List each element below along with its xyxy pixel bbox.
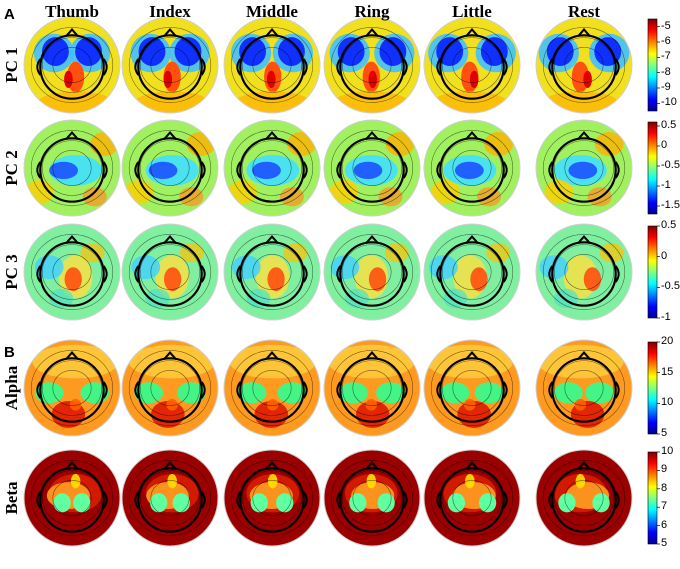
colorbar-tick: -0.5 xyxy=(661,280,680,293)
colorbar-tick: -5 xyxy=(661,19,671,32)
colorbar-tick: 10 xyxy=(661,396,674,409)
row-label-pc1: PC 1 xyxy=(2,47,21,83)
topomap-beta-thumb xyxy=(23,449,121,547)
topomap-pc2-little xyxy=(423,119,521,217)
topomap-pc2-middle xyxy=(223,119,321,217)
topomap-pc2-rest xyxy=(535,119,633,217)
topomap-beta-little xyxy=(423,449,521,547)
topomap-pc2-ring xyxy=(323,119,421,217)
topomap-pc1-rest xyxy=(535,16,633,114)
topomap-pc1-ring xyxy=(323,16,421,114)
colorbar-tick: 20 xyxy=(661,335,674,347)
topomap-beta-middle xyxy=(223,449,321,547)
topomap-pc3-little xyxy=(423,223,521,321)
colorbar-tick: -7 xyxy=(661,50,671,63)
colorbar-tick: 5 xyxy=(661,427,668,439)
colorbar-tick: 6 xyxy=(661,518,668,531)
colorbar-tick: -8 xyxy=(661,65,671,78)
colorbar-tick: 5 xyxy=(661,537,668,549)
colorbar-tick: 0.5 xyxy=(661,219,677,231)
topomap-pc2-index xyxy=(121,119,219,217)
topomap-pc3-ring xyxy=(323,223,421,321)
colorbar-tick: 10 xyxy=(661,445,674,457)
topomap-pc2-thumb xyxy=(23,119,121,217)
topomap-beta-rest xyxy=(535,449,633,547)
colorbar-tick: 9 xyxy=(661,463,668,476)
row-label-beta: Beta xyxy=(2,481,21,515)
colorbar-tick: -1 xyxy=(661,311,671,323)
topomap-pc1-middle xyxy=(223,16,321,114)
panel-letter-b: B xyxy=(4,344,15,361)
column-title-little: Little xyxy=(452,2,492,21)
colorbar-pc2 xyxy=(647,121,660,215)
topomap-pc3-middle xyxy=(223,223,321,321)
column-title-thumb: Thumb xyxy=(45,2,99,21)
colorbar-beta xyxy=(647,451,660,545)
colorbar-pc3 xyxy=(647,225,660,319)
colorbar-tick: -6 xyxy=(661,35,671,47)
row-label-pc2: PC 2 xyxy=(2,150,21,186)
topomap-alpha-index xyxy=(121,339,219,437)
colorbar-pc1 xyxy=(647,18,660,112)
topomap-beta-ring xyxy=(323,449,421,547)
colorbar-tick: 7 xyxy=(661,500,668,513)
column-title-index: Index xyxy=(149,2,191,21)
topomap-pc3-index xyxy=(121,223,219,321)
row-label-pc3: PC 3 xyxy=(2,254,21,290)
topomap-alpha-middle xyxy=(223,339,321,437)
colorbar-tick: -1 xyxy=(661,179,671,191)
topomap-pc3-thumb xyxy=(23,223,121,321)
colorbar-tick: 8 xyxy=(661,481,668,494)
row-label-alpha: Alpha xyxy=(2,365,21,411)
topomap-alpha-ring xyxy=(323,339,421,437)
colorbar-tick: -0.5 xyxy=(661,159,680,171)
topomap-pc1-little xyxy=(423,16,521,114)
colorbar-tick: 15 xyxy=(661,365,674,378)
column-title-rest: Rest xyxy=(567,2,601,21)
colorbar-tick: 0.5 xyxy=(661,119,677,131)
column-title-middle: Middle xyxy=(246,2,298,21)
colorbar-alpha xyxy=(647,341,660,435)
colorbar-tick: -10 xyxy=(661,96,677,109)
topomap-beta-index xyxy=(121,449,219,547)
colorbar-tick: 0 xyxy=(661,249,668,262)
topomap-pc3-rest xyxy=(535,223,633,321)
colorbar-tick: 0 xyxy=(661,139,668,151)
column-title-ring: Ring xyxy=(354,2,390,21)
colorbar-tick: -9 xyxy=(661,81,671,93)
topomap-pc1-index xyxy=(121,16,219,114)
topomap-alpha-thumb xyxy=(23,339,121,437)
topomap-pc1-thumb xyxy=(23,16,121,114)
topomap-alpha-little xyxy=(423,339,521,437)
colorbar-tick: -1.5 xyxy=(661,199,680,211)
panel-letter-a: A xyxy=(4,6,15,23)
topomap-alpha-rest xyxy=(535,339,633,437)
